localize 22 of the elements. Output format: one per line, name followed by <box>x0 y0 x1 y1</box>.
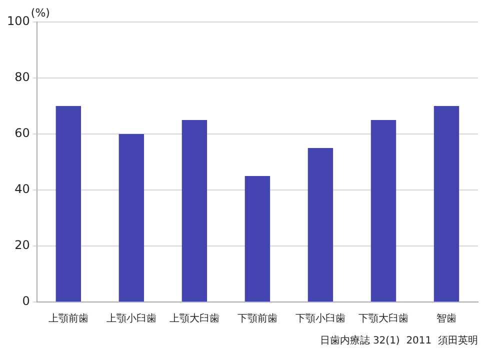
bar <box>118 134 144 302</box>
x-tick-label: 上顎大臼歯 <box>169 312 220 325</box>
bar <box>56 106 82 302</box>
bar <box>244 176 270 302</box>
x-tick-label: 下顎大臼歯 <box>358 312 408 325</box>
bar <box>370 120 396 302</box>
y-tick-label: 100 <box>7 14 30 28</box>
bar <box>182 120 208 302</box>
bar <box>308 148 334 302</box>
bar <box>434 106 460 302</box>
x-tick-label: 上顎小臼歯 <box>106 312 156 325</box>
y-tick-label: 0 <box>22 294 30 308</box>
text: 日歯内療誌 32(1) 2011 須田英明 <box>320 334 478 347</box>
y-tick-label: 80 <box>14 70 30 84</box>
x-tick-label: 智歯 <box>436 312 456 325</box>
x-tick-label: 下顎小臼歯 <box>295 312 346 325</box>
y-tick-label: 60 <box>14 126 30 140</box>
x-tick-label: 下顎前歯 <box>237 312 278 325</box>
y-axis-title: (%) <box>30 6 50 20</box>
x-tick-label: 上顎前歯 <box>48 312 88 325</box>
y-tick-label: 40 <box>14 182 30 196</box>
y-tick-label: 20 <box>14 238 30 252</box>
